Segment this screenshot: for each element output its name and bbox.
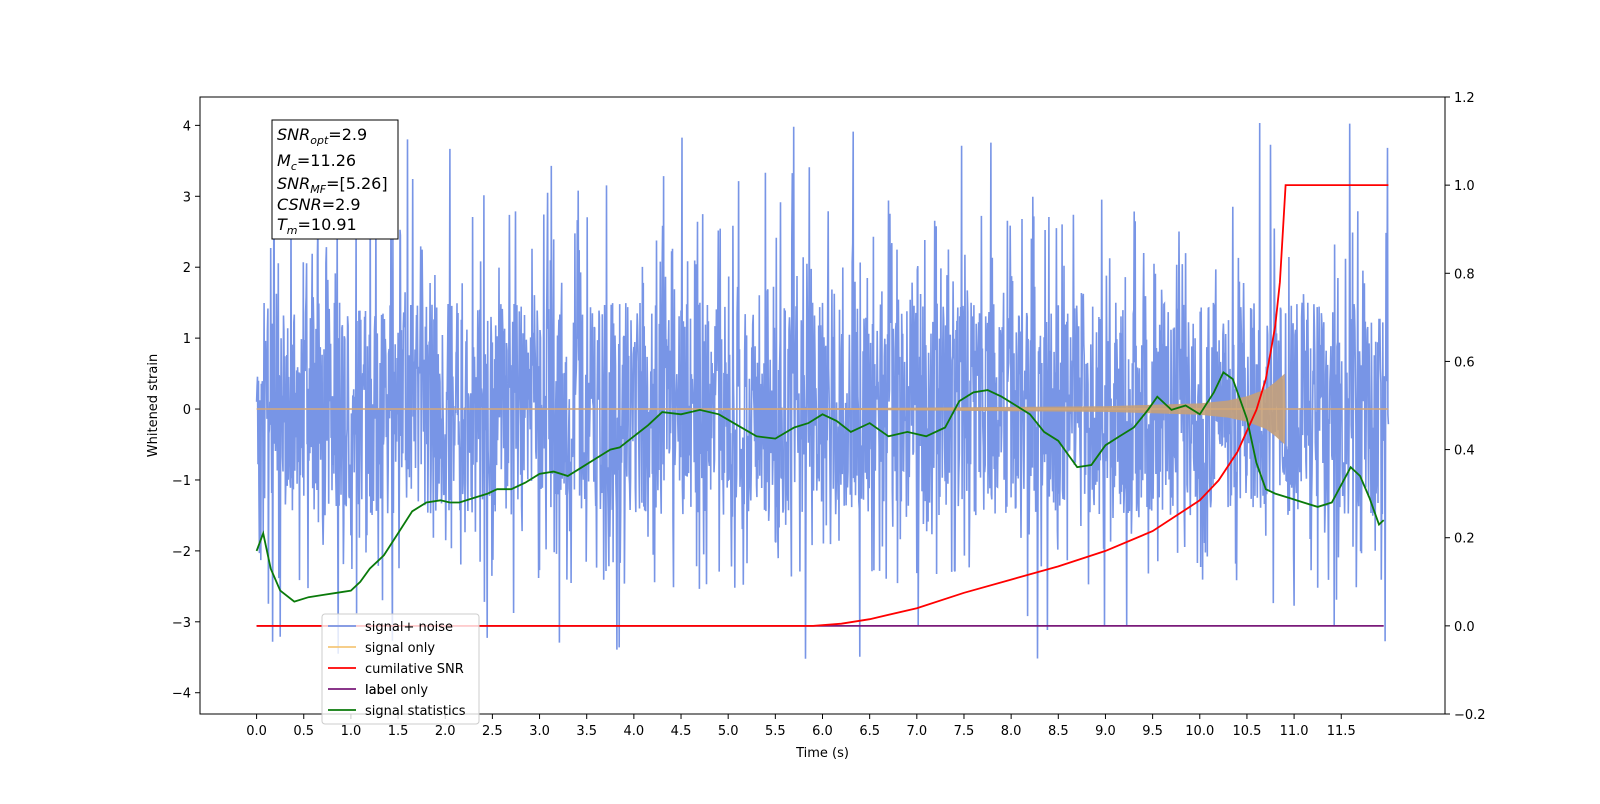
annotation-symbol: SNR (277, 174, 310, 193)
legend: signal+ noise signal only cumilative SNR la… (321, 613, 480, 725)
legend-label: signal+ noise (365, 620, 453, 635)
y2-tick-label: −0.2 (1454, 708, 1486, 723)
x-axis-label: Time (s) (795, 746, 849, 761)
y2-tick-label: 1.0 (1454, 179, 1475, 194)
x-tick-label: 8.5 (1048, 724, 1069, 739)
x-tick-label: 0.5 (293, 724, 314, 739)
y2-tick-label: 0.4 (1454, 444, 1475, 459)
annotation-value: =[5.26] (326, 174, 388, 193)
x-tick-label: 10.0 (1185, 724, 1214, 739)
y-tick-label: −2 (172, 545, 191, 560)
y-tick-label: −4 (172, 687, 191, 702)
y-tick-label: −1 (172, 474, 191, 489)
x-tick-label: 6.0 (812, 724, 833, 739)
x-tick-label: 3.5 (576, 724, 597, 739)
annotation-subscript: MF (310, 183, 326, 196)
annotation-value: =11.26 (297, 151, 356, 170)
x-tick-label: 8.0 (1001, 724, 1022, 739)
y-tick-label: 2 (183, 261, 191, 276)
x-tick-label: 11.0 (1280, 724, 1309, 739)
annotation-line: CSNR=2.9 (277, 195, 361, 214)
annotation-value: =2.9 (322, 195, 361, 214)
y-tick-label: −3 (172, 616, 191, 631)
y-tick-label: 3 (183, 190, 191, 205)
y2-tick-label: 0.8 (1454, 267, 1475, 282)
y-tick-label: 0 (183, 403, 191, 418)
annotation-value: =2.9 (328, 125, 367, 144)
annotation-symbol: SNR (277, 125, 310, 144)
annotation-subscript: c (291, 160, 297, 173)
y2-tick-label: 1.2 (1454, 91, 1475, 106)
plot-area (255, 122, 1390, 659)
x-tick-label: 10.5 (1232, 724, 1261, 739)
annotation-subscript: opt (310, 134, 329, 147)
legend-frame (321, 613, 480, 725)
axes: 0.0 0.5 1.0 1.5 2.0 2.5 3.0 3.5 4.0 4.5 5.0 5.5 6.0 6… (146, 91, 1486, 761)
series-cumulative-snr-line (256, 184, 1389, 627)
annotation-frame (271, 119, 399, 240)
x-tick-label: 11.5 (1327, 724, 1356, 739)
annotation-symbol: T (277, 215, 288, 234)
x-tick-label: 4.0 (624, 724, 645, 739)
x-tick-label: 1.5 (388, 724, 409, 739)
annotation-line: SNRMF=[5.26] (277, 174, 388, 196)
annotation-box: SNRopt=2.9Mc=11.26SNRMF=[5.26]CSNR=2.9Tm… (271, 119, 399, 240)
x-tick-label: 5.0 (718, 724, 739, 739)
y-tick-label: 1 (183, 332, 191, 347)
x-tick-label: 6.5 (859, 724, 880, 739)
x-tick-label: 7.5 (954, 724, 975, 739)
x-tick-label: 4.5 (671, 724, 692, 739)
annotation-line: Tm=10.91 (277, 215, 357, 237)
legend-label: signal statistics (365, 704, 466, 719)
series-signal-statistics-line (255, 371, 1385, 603)
series-signal-noise-line (255, 122, 1390, 659)
x-tick-label: 9.0 (1095, 724, 1116, 739)
x-tick-label: 2.0 (435, 724, 456, 739)
x-tick-label: 3.0 (529, 724, 550, 739)
y-tick-label: 4 (183, 119, 191, 134)
legend-label: signal only (365, 641, 435, 656)
y2-tick-label: 0.6 (1454, 355, 1475, 370)
x-tick-label: 2.5 (482, 724, 503, 739)
y-axis-label: Whitened strain (146, 354, 161, 457)
x-tick-label: 7.0 (906, 724, 927, 739)
legend-label: label (365, 683, 396, 698)
x-tick-label: 1.0 (341, 724, 362, 739)
x-tick-label: 9.5 (1142, 724, 1163, 739)
legend-label: label only (365, 683, 428, 698)
annotation-value: =10.91 (298, 215, 357, 234)
y2-tick-label: 0.0 (1454, 620, 1475, 635)
annotation-symbol: CSNR (277, 195, 322, 214)
annotation-line: SNRopt=2.9 (277, 125, 367, 147)
x-tick-label: 5.5 (765, 724, 786, 739)
annotation-subscript: m (287, 224, 298, 237)
legend-label: cumilative SNR (365, 662, 464, 677)
x-tick-label: 0.0 (246, 724, 267, 739)
annotation-symbol: M (277, 151, 291, 170)
y2-tick-label: 0.2 (1454, 532, 1475, 547)
annotation-line: Mc=11.26 (277, 151, 356, 173)
